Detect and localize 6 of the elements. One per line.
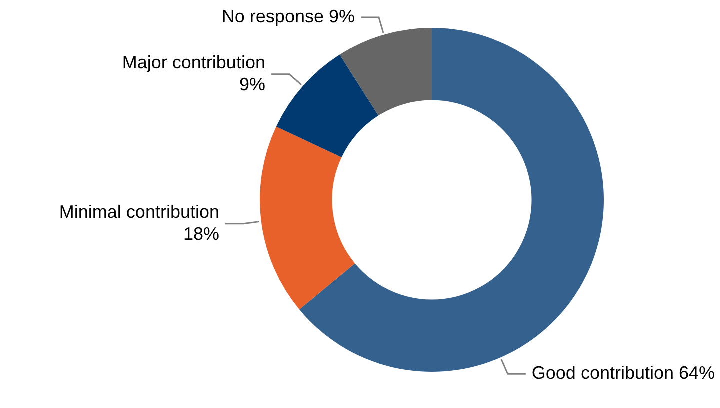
slice-label: Minimal contribution (59, 202, 220, 222)
slice-label: Major contribution (122, 52, 266, 72)
slice-label: No response 9% (222, 6, 355, 27)
data-label: 9% (239, 74, 266, 94)
slice-label: Good contribution 64% (532, 363, 716, 384)
data-label: 18% (183, 224, 220, 244)
